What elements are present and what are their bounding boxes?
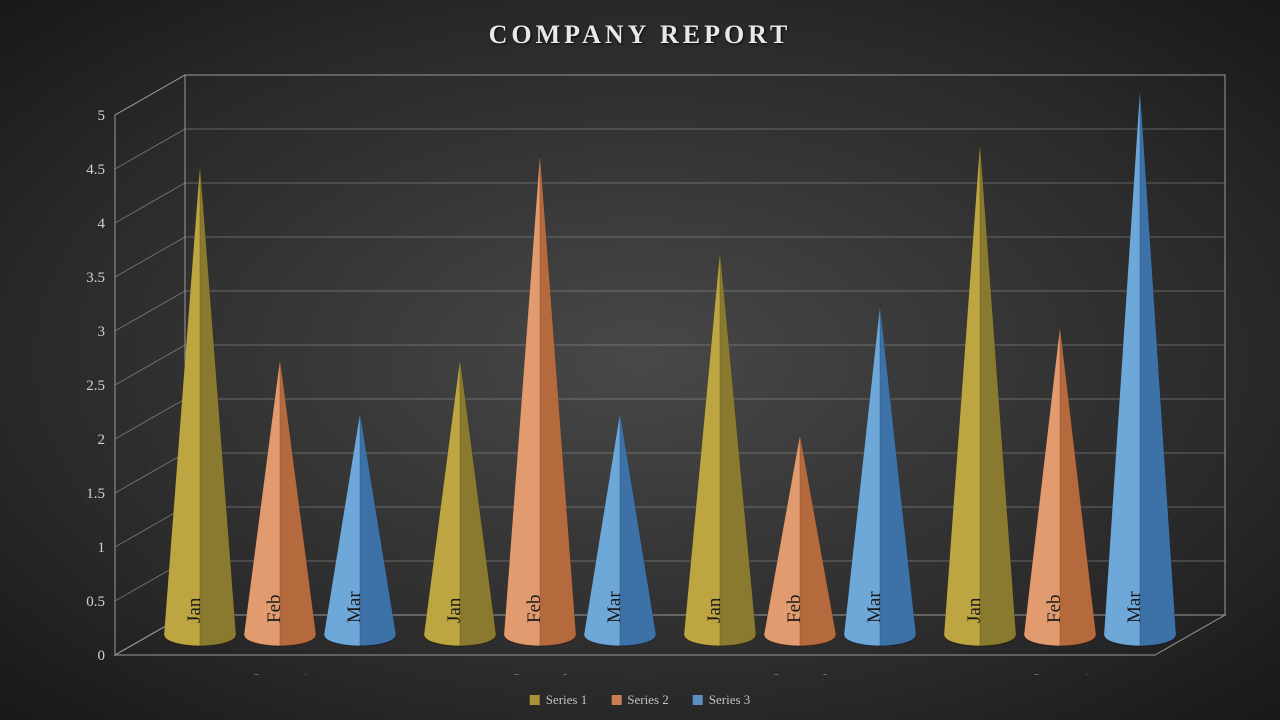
cone-jan: Jan [684, 251, 756, 646]
cone-month-label: Feb [524, 595, 545, 624]
y-tick-label: 2 [98, 432, 106, 448]
y-tick-label: 4 [98, 216, 106, 232]
chart-plot: 0 0.5 1 1.5 2 2.5 3 3.5 4 4.5 5 Category 1 Jan Feb Mar… [30, 55, 1250, 675]
y-tick-label: 5 [98, 108, 106, 124]
cone-month-label: Mar [344, 591, 365, 623]
cone-month-label: Feb [1044, 595, 1065, 624]
cone-month-label: Jan [704, 597, 725, 623]
legend-swatch [693, 695, 703, 705]
y-tick-label: 1 [98, 540, 106, 556]
y-tick-label: 3 [98, 324, 106, 340]
y-tick-label: 2.5 [86, 378, 105, 394]
cone-mar: Mar [1104, 89, 1176, 646]
y-tick-label: 0.5 [86, 594, 105, 610]
legend-label: Series 2 [627, 692, 669, 708]
cone-mar: Mar [844, 305, 916, 646]
cone-feb: Feb [1024, 327, 1096, 646]
cone-mar: Mar [584, 413, 656, 646]
legend-swatch [530, 695, 540, 705]
category-label: Category 2 [511, 671, 568, 675]
cone-month-label: Jan [184, 597, 205, 623]
cone-jan: Jan [424, 359, 496, 646]
legend-item: Series 1 [530, 692, 588, 708]
legend-label: Series 1 [546, 692, 588, 708]
cone-month-label: Feb [784, 595, 805, 624]
cone-month-label: Jan [964, 597, 985, 623]
y-tick-label: 4.5 [86, 162, 105, 178]
cone-month-label: Feb [264, 595, 285, 624]
legend-label: Series 3 [709, 692, 751, 708]
cone-month-label: Mar [864, 591, 885, 623]
cone-month-label: Jan [444, 597, 465, 623]
cone-jan: Jan [944, 143, 1016, 646]
legend-swatch [611, 695, 621, 705]
cone-feb: Feb [504, 154, 576, 646]
cone-month-label: Mar [604, 591, 625, 623]
y-tick-label: 3.5 [86, 270, 105, 286]
legend-item: Series 2 [611, 692, 669, 708]
category-label: Category 4 [1031, 671, 1089, 675]
y-tick-label: 1.5 [86, 486, 105, 502]
cone-feb: Feb [244, 359, 316, 646]
category-label: Category 1 [251, 671, 308, 675]
cone-month-label: Mar [1124, 591, 1145, 623]
category-label: Category 3 [771, 671, 828, 675]
y-tick-label: 0 [98, 648, 106, 664]
chart-legend: Series 1 Series 2 Series 3 [530, 692, 751, 708]
cone-mar: Mar [324, 413, 396, 646]
legend-item: Series 3 [693, 692, 751, 708]
cone-feb: Feb [764, 435, 836, 646]
chart-title: COMPANY REPORT [489, 20, 792, 50]
